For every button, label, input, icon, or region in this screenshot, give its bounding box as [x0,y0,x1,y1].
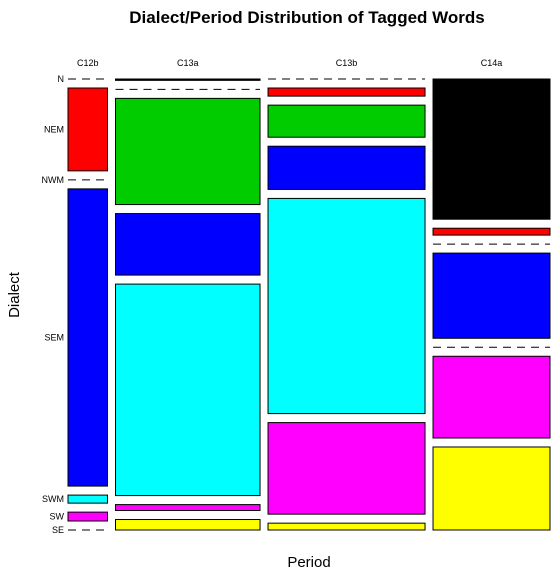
period-tick-c13b: C13b [336,58,358,68]
x-axis-label: Period [287,554,330,571]
dialect-tick-n: N [58,74,65,84]
tile-c13b-nwm [267,104,426,138]
tile-c13a-se [115,519,261,531]
dialect-tick-sw: SW [50,512,65,522]
tile-c12b-sem [67,188,109,487]
tile-c12b-swm [67,494,109,504]
tile-c13b-se [267,522,426,531]
mosaic-tiles [67,78,551,531]
tile-c14a-n [432,78,551,220]
tile-c14a-sw [432,355,551,439]
tile-c13b-sem [267,145,426,190]
dialect-tick-swm: SWM [42,494,64,504]
tile-c13a-sw [115,504,261,512]
period-tick-c12b: C12b [77,58,99,68]
tile-c13a-sem [115,213,261,276]
dialect-tick-nem: NEM [44,124,64,134]
period-tick-c13a: C13a [177,58,199,68]
tile-c14a-se [432,446,551,531]
tile-c13b-sw [267,422,426,515]
dialect-tick-sem: SEM [44,332,64,342]
tile-c13a-n [115,78,261,81]
tile-c13b-swm [267,197,426,415]
tile-c14a-nem [432,227,551,236]
y-axis-label: Dialect [6,271,23,318]
tile-c12b-nem [67,87,109,172]
dialect-tick-nwm: NWM [42,175,65,185]
period-tick-c14a: C14a [481,58,503,68]
tile-c12b-sw [67,511,109,522]
tile-c13a-swm [115,283,261,497]
chart-title: Dialect/Period Distribution of Tagged Wo… [129,8,484,27]
dialect-tick-labels: N NEM NWM SEM SWM SW SE [42,74,65,535]
dialect-tick-se: SE [52,525,64,535]
period-tick-labels: C12b C13a C13b C14a [77,58,502,68]
tile-c13a-nwm [115,97,261,206]
tile-c14a-sem [432,252,551,339]
tile-c13b-nem [267,87,426,97]
